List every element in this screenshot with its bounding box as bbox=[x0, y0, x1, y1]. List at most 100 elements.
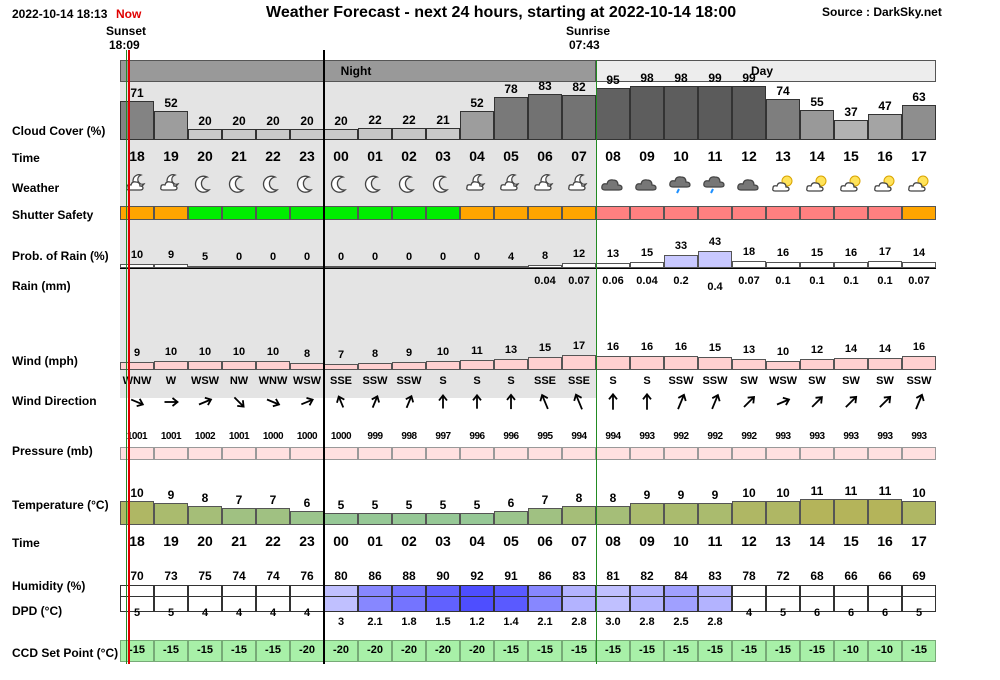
temperature-value: 7 bbox=[235, 493, 243, 508]
prob-rain-bar bbox=[188, 266, 222, 268]
pressure-cell bbox=[358, 447, 392, 460]
time-cell: 10 bbox=[673, 148, 689, 164]
wind-value: 16 bbox=[912, 340, 926, 353]
cloud-value: 74 bbox=[776, 84, 790, 99]
prob-rain-bar bbox=[256, 266, 290, 268]
label-rain: Rain (mm) bbox=[12, 279, 71, 293]
ccd-setpoint-value: -20 bbox=[367, 644, 383, 656]
partly-cloudy-day-icon bbox=[806, 175, 827, 192]
humidity-value: 91 bbox=[504, 569, 518, 583]
rain-value: 0.06 bbox=[602, 275, 624, 287]
time-cell: 09 bbox=[639, 533, 655, 549]
wind-bar bbox=[698, 356, 732, 370]
temperature-bar bbox=[664, 503, 698, 525]
cloud-value: 71 bbox=[130, 85, 144, 100]
shutter-safety-cell bbox=[256, 206, 290, 220]
wind-arrow-icon bbox=[336, 395, 345, 408]
humidity-cell-lower bbox=[562, 596, 596, 612]
wind-arrow-icon bbox=[539, 393, 549, 410]
wind-arrow-icon bbox=[608, 392, 618, 410]
pressure-value: 997 bbox=[435, 431, 451, 442]
humidity-cell-lower bbox=[868, 596, 902, 612]
humidity-cell-lower bbox=[528, 596, 562, 612]
midnight-line bbox=[323, 50, 325, 664]
wind-arrow-icon bbox=[198, 396, 213, 406]
ccd-setpoint-cell bbox=[902, 640, 936, 662]
cloud-bar bbox=[902, 105, 936, 140]
pressure-value: 1000 bbox=[296, 431, 318, 442]
wind-value: 8 bbox=[371, 347, 379, 360]
prob-rain-value: 0 bbox=[337, 251, 345, 263]
wind-arrow-icon bbox=[506, 393, 516, 410]
clear-night-icon bbox=[262, 175, 279, 193]
wind-direction-label: S bbox=[439, 375, 447, 387]
partly-cloudy-night-icon bbox=[126, 174, 146, 191]
ccd-setpoint-value: -10 bbox=[843, 644, 859, 656]
ccd-setpoint-value: -15 bbox=[503, 644, 519, 656]
night-band bbox=[120, 60, 596, 82]
ccd-setpoint-value: -15 bbox=[265, 644, 281, 656]
dpd-value: 2.1 bbox=[537, 616, 553, 628]
label-dpd: DPD (°C) bbox=[12, 604, 63, 618]
prob-rain-bar bbox=[902, 262, 936, 268]
dpd-value: 5 bbox=[915, 607, 923, 619]
ccd-setpoint-value: -15 bbox=[537, 644, 553, 656]
temperature-bar bbox=[256, 508, 290, 525]
temperature-value: 9 bbox=[643, 488, 651, 503]
wind-bar bbox=[902, 355, 936, 370]
ccd-setpoint-cell bbox=[562, 640, 596, 662]
ccd-setpoint-value: -20 bbox=[299, 644, 315, 656]
wind-direction-label: S bbox=[507, 375, 515, 387]
prob-rain-value: 8 bbox=[541, 249, 549, 262]
label-cloud-cover: Cloud Cover (%) bbox=[12, 124, 106, 138]
prob-rain-value: 0 bbox=[473, 251, 481, 263]
rain-value: 0.07 bbox=[908, 275, 930, 287]
pressure-value: 993 bbox=[775, 431, 791, 442]
wind-value: 10 bbox=[198, 346, 212, 359]
shutter-safety-cell bbox=[460, 206, 494, 220]
pressure-value: 992 bbox=[741, 431, 757, 442]
ccd-setpoint-value: -20 bbox=[333, 644, 349, 656]
rain-value: 0.4 bbox=[707, 281, 723, 293]
wind-arrow-icon bbox=[677, 393, 687, 410]
humidity-value: 90 bbox=[436, 569, 450, 583]
wind-value: 13 bbox=[504, 343, 518, 356]
ccd-setpoint-value: -15 bbox=[163, 644, 179, 656]
ccd-setpoint-value: -15 bbox=[775, 644, 791, 656]
partly-cloudy-day-icon bbox=[840, 175, 861, 192]
wind-value: 15 bbox=[538, 341, 552, 354]
ccd-setpoint-value: -10 bbox=[877, 644, 893, 656]
label-temperature: Temperature (°C) bbox=[12, 498, 109, 512]
time-cell: 05 bbox=[503, 148, 519, 164]
humidity-value: 81 bbox=[606, 569, 620, 583]
label-time-2: Time bbox=[12, 536, 40, 550]
dpd-value: 1.8 bbox=[401, 616, 417, 628]
dpd-value: 5 bbox=[167, 607, 175, 619]
temperature-value: 6 bbox=[507, 495, 515, 510]
temperature-value: 5 bbox=[405, 498, 413, 512]
wind-value: 10 bbox=[232, 346, 246, 359]
wind-bar bbox=[256, 361, 290, 370]
ccd-setpoint-cell bbox=[460, 640, 494, 662]
ccd-setpoint-value: -15 bbox=[809, 644, 825, 656]
time-cell: 09 bbox=[639, 148, 655, 164]
sunset-time: 18:09 bbox=[109, 38, 140, 52]
ccd-setpoint-value: -15 bbox=[197, 644, 213, 656]
temperature-bar bbox=[868, 498, 902, 525]
wind-bar bbox=[494, 358, 528, 370]
dpd-value: 2.8 bbox=[571, 616, 587, 628]
cloud-bar bbox=[834, 119, 868, 140]
time-cell: 17 bbox=[911, 148, 927, 164]
now-line bbox=[128, 50, 130, 664]
pressure-cell bbox=[154, 447, 188, 460]
wind-arrow-icon bbox=[879, 395, 892, 408]
prob-rain-value: 10 bbox=[130, 249, 144, 261]
shutter-safety-cell bbox=[800, 206, 834, 220]
humidity-value: 84 bbox=[674, 569, 688, 583]
cloud-bar bbox=[256, 129, 290, 140]
rain-value: 0.1 bbox=[775, 275, 791, 287]
temperature-bar bbox=[766, 501, 800, 525]
wind-bar bbox=[664, 355, 698, 370]
prob-rain-value: 17 bbox=[878, 246, 892, 259]
prob-rain-value: 15 bbox=[640, 247, 654, 259]
